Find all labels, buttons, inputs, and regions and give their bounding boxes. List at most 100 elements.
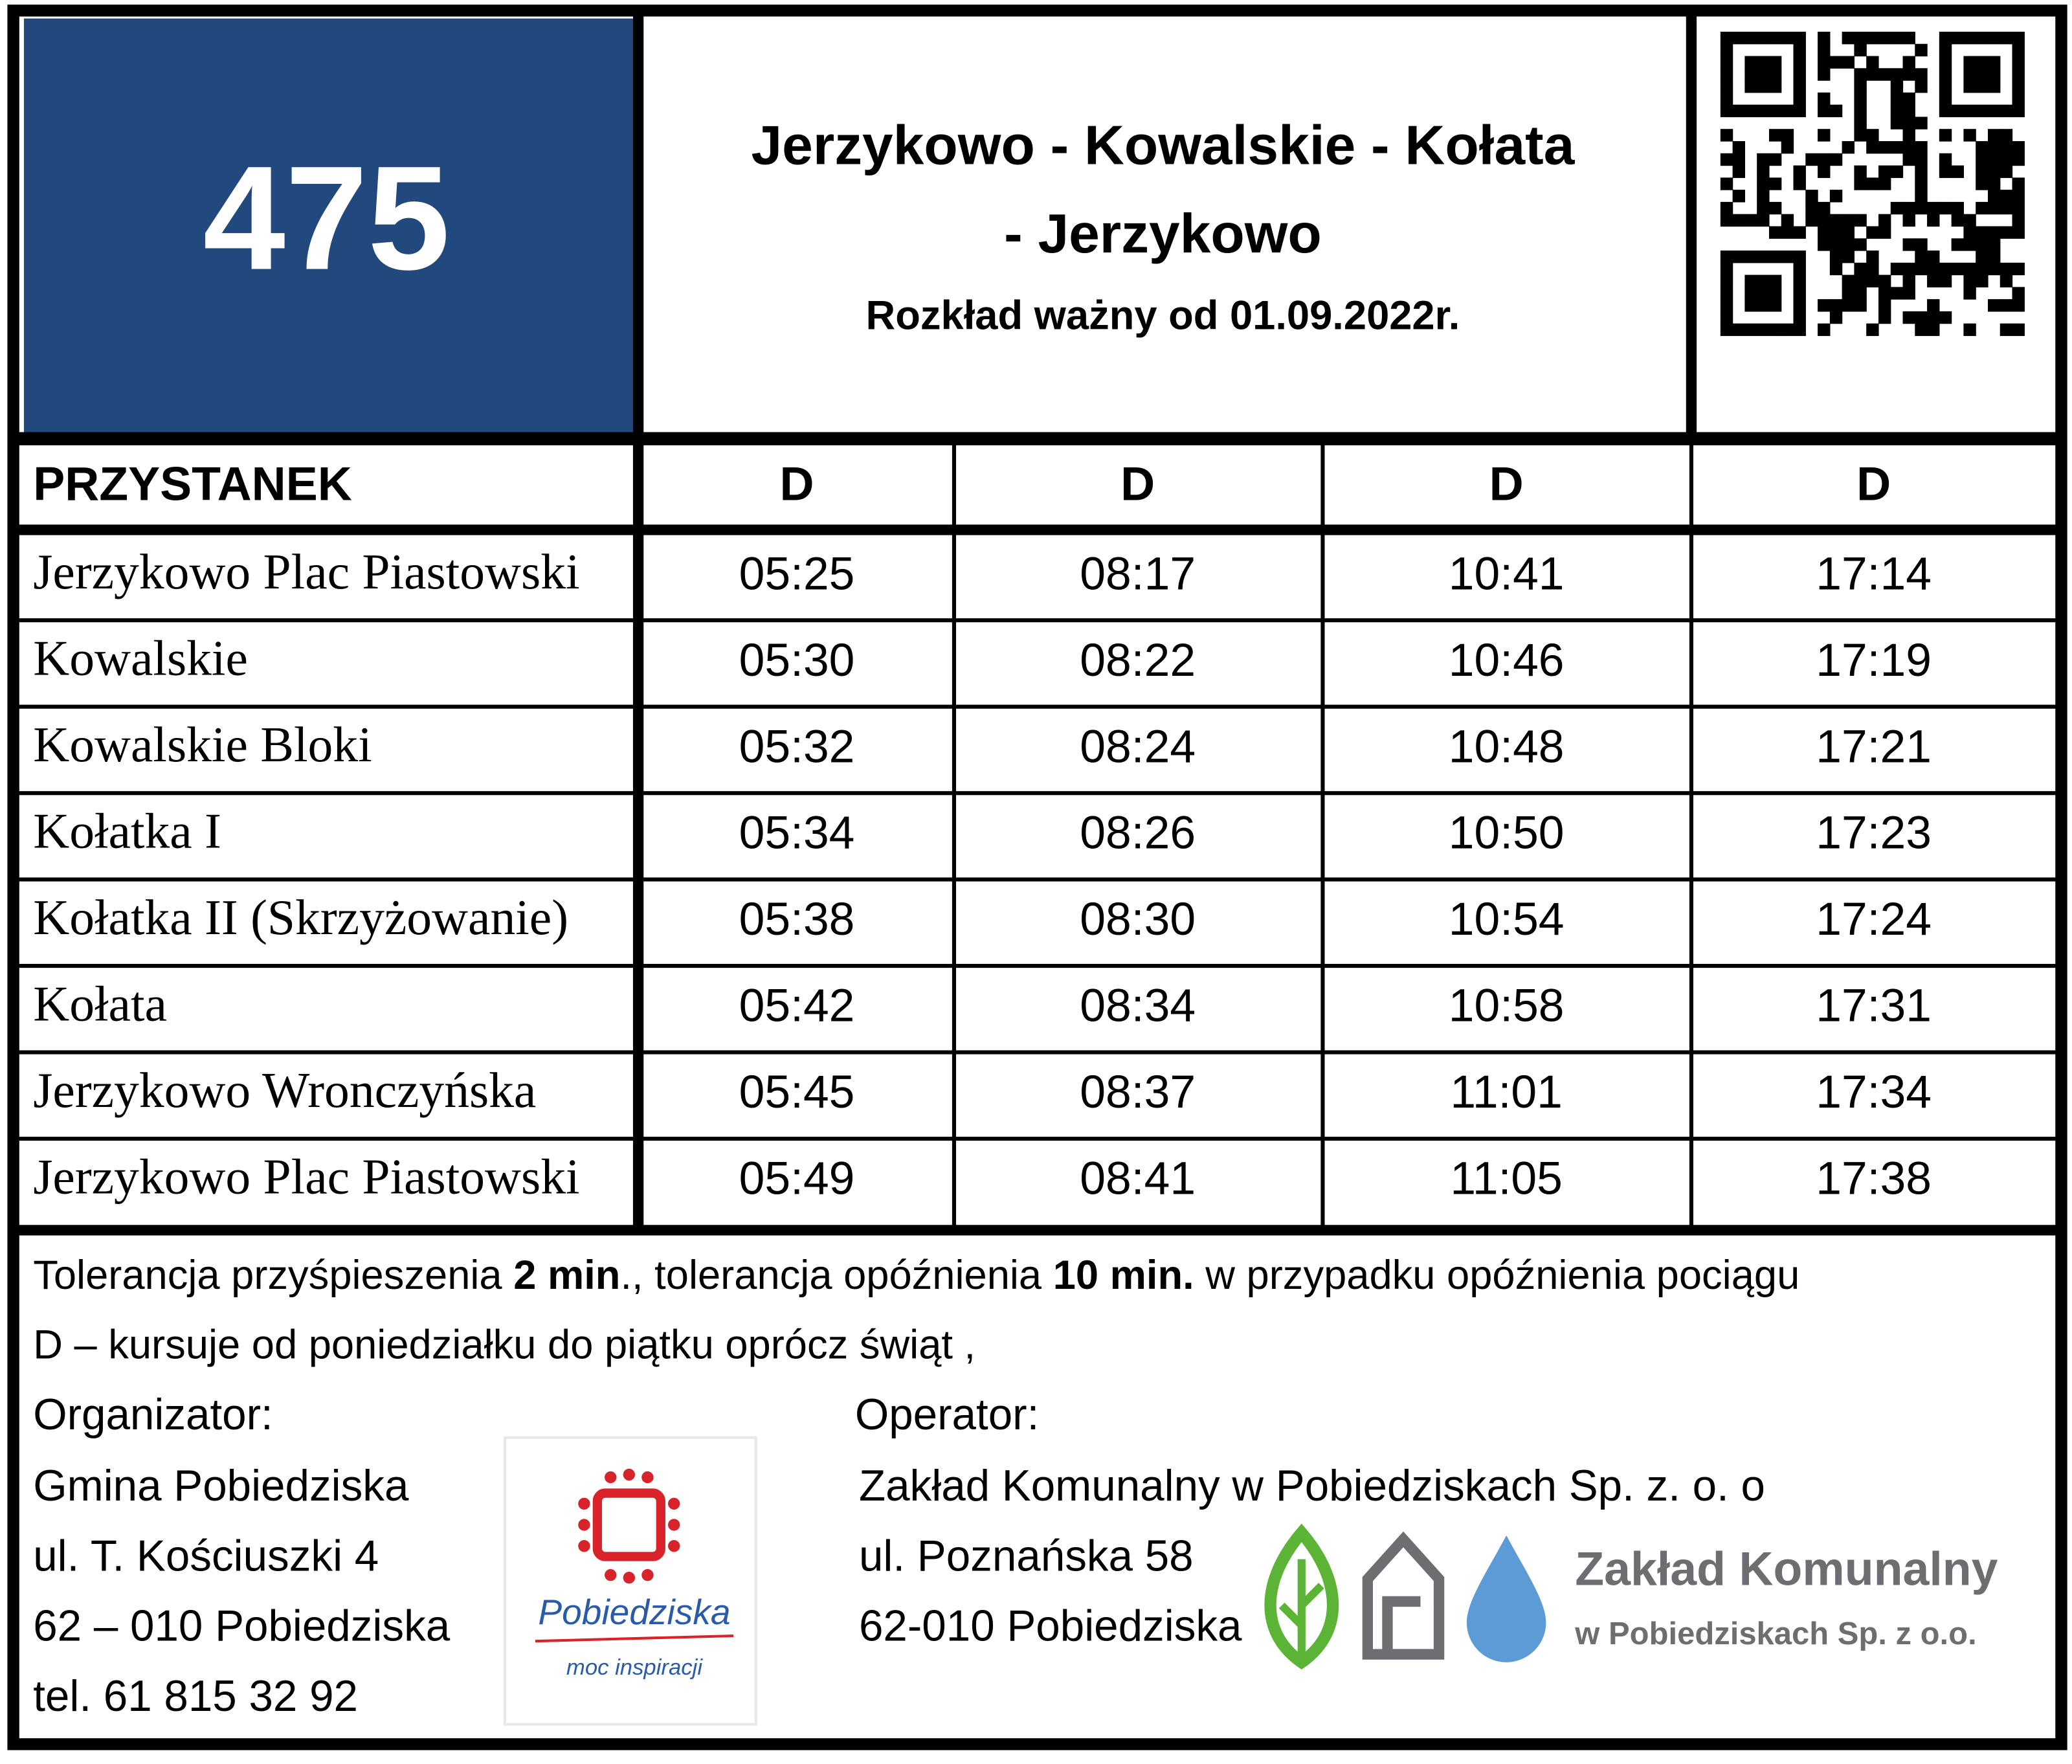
qr-cell [1793,68,1806,81]
qr-cell [1768,201,1782,215]
qr-cell [1866,68,1879,81]
qr-cell [1976,177,1988,190]
tolerance-part: ., tolerancja opóźnienia [620,1253,1053,1298]
qr-cell [1866,262,1879,276]
qr-cell [1915,238,1928,251]
qr-cell [1902,104,1915,118]
qr-cell [1976,31,1988,45]
qr-cell [1732,153,1746,166]
qr-cell [1757,323,1770,337]
qr-cell [1939,68,1952,81]
qr-cell [1720,251,1733,263]
qr-cell [1842,287,1855,300]
qr-cell [1732,190,1746,203]
tolerance-part: w przypadku opóźnienia pociągu [1194,1253,1800,1298]
departure-time: 17:14 [1816,548,1932,599]
qr-cell [1842,274,1855,287]
logo-dot [578,1519,590,1531]
qr-cell [1963,104,1976,118]
organizer-line: 62 – 010 Pobiedziska [33,1602,451,1651]
qr-cell [1878,31,1891,45]
qr-cell [1927,311,1940,324]
departure-time: 17:31 [1816,980,1932,1032]
departure-time: 05:32 [739,720,855,772]
qr-cell [1963,262,1976,276]
qr-cell [1976,153,1988,166]
leaf-icon [1264,1523,1339,1670]
qr-cell [1720,262,1733,276]
qr-cell [1793,80,1806,93]
qr-cell [1829,311,1843,324]
qr-cell [2012,153,2025,166]
qr-cell [1768,323,1782,337]
qr-cell [1793,251,1806,263]
stop-name: Jerzykowo Plac Piastowski [33,544,579,599]
qr-cell [1915,80,1928,93]
column-header: D [780,457,814,511]
logo-dot [668,1519,680,1531]
qr-cell [1732,165,1746,178]
departure-time: 08:30 [1080,893,1196,945]
departure-time: 05:30 [739,634,855,686]
stop-name: Jerzykowo Wronczyńska [33,1062,536,1118]
qr-cell [1768,287,1782,300]
qr-cell [1854,274,1867,287]
logo-dot [641,1471,654,1484]
qr-cell [1915,117,1928,129]
qr-cell [2000,323,2013,337]
departure-time: 17:34 [1816,1066,1932,1118]
qr-cell [1818,43,1831,57]
qr-cell [2012,190,2025,203]
qr-cell [1951,262,1965,276]
qr-cell [1805,153,1818,166]
qr-cell [1854,104,1867,118]
qr-cell [1854,129,1867,142]
qr-cell [1768,56,1782,69]
qr-cell [1744,31,1757,45]
logo-dot [578,1540,590,1552]
route-box [23,18,634,434]
qr-cell [1768,274,1782,287]
qr-cell [1987,153,2001,166]
qr-cell [2000,104,2013,118]
qr-cell [1818,104,1831,118]
qr-cell [1781,141,1794,154]
qr-cell [1976,68,1988,81]
qr-cell [1963,56,1976,69]
qr-cell [1829,214,1843,227]
qr-cell [1963,238,1976,251]
qr-cell [1829,104,1843,118]
qr-cell [1890,165,1904,178]
qr-cell [1866,56,1879,69]
qr-cell [1878,214,1891,227]
qr-cell [1866,274,1879,287]
qr-cell [2012,104,2025,118]
leaf-icon [1278,1559,1324,1658]
logo-dot [605,1569,617,1581]
qr-cell [1818,226,1831,239]
qr-cell [1781,31,1794,45]
departure-time: 08:34 [1080,980,1196,1032]
departure-time: 10:41 [1449,548,1565,599]
departure-time: 10:54 [1449,893,1565,945]
qr-cell [1878,287,1891,300]
qr-cell [1854,287,1867,300]
qr-cell [1902,274,1915,287]
qr-cell [1890,104,1904,118]
qr-cell [2012,56,2025,69]
qr-cell [1854,262,1867,276]
qr-cell [1915,201,1928,215]
qr-cell [1720,287,1733,300]
qr-cell [1939,201,1952,215]
qr-cell [1757,177,1770,190]
qr-cell [1890,31,1904,45]
qr-cell [1720,31,1733,45]
qr-cell [1951,165,1965,178]
qr-cell [1963,68,1976,81]
qr-cell [1902,311,1915,324]
qr-cell [1793,323,1806,337]
organizer-line: Gmina Pobiedziska [33,1462,409,1510]
qr-cell [1793,311,1806,324]
qr-cell [1890,117,1904,129]
qr-cell [1854,177,1867,190]
